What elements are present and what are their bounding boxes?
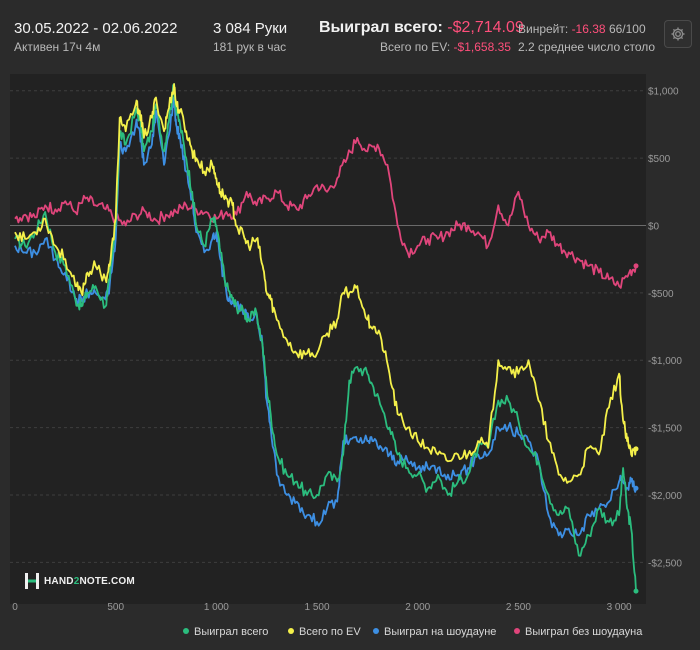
legend-dot [373,628,379,635]
gear-icon [671,27,685,41]
y-tick-label: -$2,000 [648,491,682,502]
logo-suffix: NOTE.COM [79,575,135,587]
series-line-1 [14,83,637,484]
legend-dot [183,628,189,635]
hands-count: 3 084 Руки [213,20,288,37]
x-tick-label: 1 000 [204,602,229,613]
ev-value: -$1,658.35 [453,40,511,54]
x-tick-label: 2 000 [405,602,430,613]
legend-item-won-total[interactable]: Выиграл всего [183,626,268,638]
hands-per-hour: 181 рук в час [213,40,287,54]
won-total-label: Выиграл всего: [319,19,443,36]
series-end-point-2 [633,485,639,491]
legend-dot [514,628,520,635]
logo-prefix: HAND [44,575,74,587]
winrate-suffix: 66/100 [608,22,646,36]
y-tick-label: -$1,500 [648,424,682,435]
grid-lines [10,90,646,563]
series-line-3 [14,137,637,289]
won-total: Выиграл всего: -$2,714.09 [319,19,524,37]
legend-label: Выиграл без шоудауна [525,626,643,638]
legend-item-showdown[interactable]: Выиграл на шоудауне [373,626,496,638]
date-range: 30.05.2022 - 02.06.2022 [14,20,178,37]
hand2note-logo: HAND2NOTE.COM [24,572,135,590]
active-time: Активен 17ч 4м [14,40,101,54]
legend-dot [288,628,294,635]
series-end-point-0 [633,588,639,594]
y-tick-label: -$500 [648,289,674,300]
winrate-value: -16.38 [571,22,606,36]
settings-button[interactable] [664,20,692,48]
ev-total: Всего по EV: -$1,658.35 [380,40,511,54]
y-tick-label: $500 [648,154,671,165]
stats-header: 30.05.2022 - 02.06.2022 Активен 17ч 4м 3… [0,0,700,62]
plot-area [10,74,646,604]
x-tick-label: 0 [12,602,18,613]
won-total-value: -$2,714.09 [447,19,524,36]
series-line-0 [14,83,637,592]
ev-label: Всего по EV: [380,40,451,54]
avg-tables: 2.2 среднее число столо [518,40,656,54]
x-tick-label: 2 500 [506,602,531,613]
y-tick-label: -$1,000 [648,356,682,367]
series-line-2 [14,96,637,539]
legend-item-non-showdown[interactable]: Выиграл без шоудауна [514,626,642,638]
y-tick-label: $1,000 [648,87,679,98]
x-tick-label: 3 000 [607,602,632,613]
legend-item-ev[interactable]: Всего по EV [288,626,361,638]
series-end-point-1 [633,446,639,452]
legend-label: Выиграл всего [194,626,269,638]
h2n-logo-icon [25,573,39,589]
y-axis: $1,000 $500 $0 -$500 -$1,000 -$1,500 -$2,000 -$… [648,87,682,570]
logo-digit: 2 [73,575,80,587]
winrate-label: Винрейт: [518,22,569,36]
legend-label: Выиграл на шоудауне [384,626,497,638]
y-tick-label: -$2,500 [648,558,682,569]
series-lines [14,83,639,594]
legend-label: Всего по EV [299,626,361,638]
y-tick-label: $0 [648,221,660,232]
x-axis: 0 500 1 000 1 500 2 000 2 500 3 000 [12,602,632,613]
series-end-point-3 [633,263,639,269]
x-tick-label: 500 [107,602,124,613]
winrate: Винрейт: -16.38 66/100 [518,22,646,36]
x-tick-label: 1 500 [305,602,330,613]
logo-text: HAND2NOTE.COM [44,576,135,587]
